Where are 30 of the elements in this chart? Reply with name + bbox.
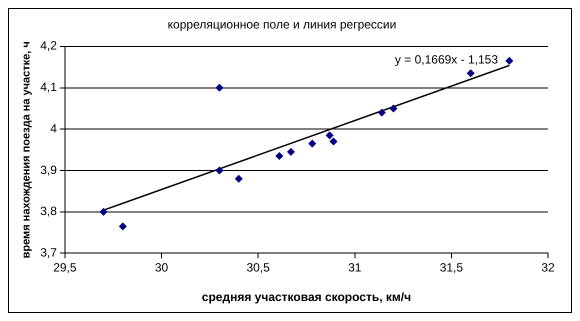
point [215, 166, 224, 174]
y-tick-label: 4 [50, 121, 58, 136]
point [505, 56, 514, 65]
point [215, 84, 224, 92]
point [234, 174, 243, 183]
x-tick-label: 29,5 [53, 260, 77, 275]
y-axis-title: время нахождения поезда на участке, ч [20, 41, 33, 258]
x-tick-label: 31,5 [440, 260, 464, 275]
x-tick-label: 30 [154, 260, 168, 275]
point [100, 208, 108, 216]
x-tick-label: 30,5 [246, 260, 270, 275]
point [329, 138, 338, 146]
point [118, 222, 127, 230]
y-tick-label: 3,7 [40, 246, 58, 260]
chart-title: корреляционное поле и линия регрессии [168, 18, 396, 32]
point [326, 131, 334, 140]
point [389, 104, 398, 112]
x-axis-title: средняя участковая скорость, км/ч [202, 290, 412, 304]
x-tick-label: 31 [348, 260, 362, 275]
point [308, 140, 316, 148]
y-tick-label: 4,1 [40, 80, 58, 94]
annotation: y = 0,1669x - 1,153 [394, 52, 498, 67]
point [286, 148, 295, 156]
x-tick-label: 32 [541, 260, 555, 275]
y-tick-label: 4,2 [40, 38, 58, 53]
y-tick-label: 3,8 [40, 204, 58, 218]
point [466, 69, 475, 78]
point [378, 108, 386, 117]
point [275, 152, 284, 160]
y-tick-label: 3,9 [40, 162, 58, 177]
